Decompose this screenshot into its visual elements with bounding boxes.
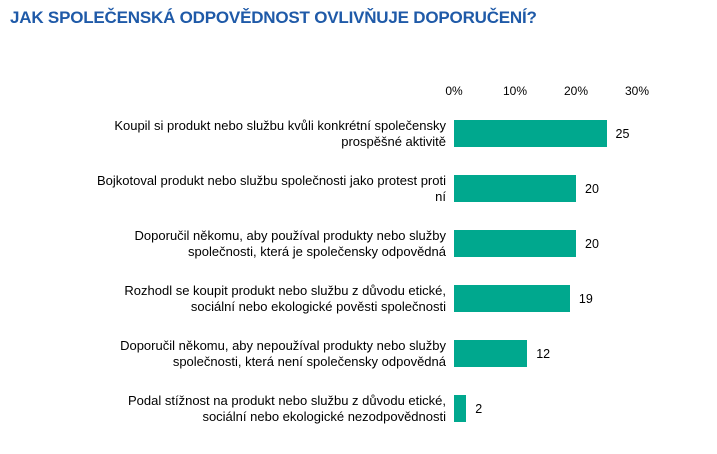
category-label-line: sociální nebo ekologické nezodpovědnosti [202, 408, 446, 424]
bar-track: 20 [446, 175, 717, 202]
category-label-line: Koupil si produkt nebo službu kvůli konk… [114, 117, 446, 133]
bar [454, 395, 467, 422]
value-label: 25 [615, 126, 630, 141]
bar [454, 340, 528, 367]
category-label-line: společnosti, která není společensky odpo… [172, 353, 446, 369]
bar [454, 285, 570, 312]
chart-row: Bojkotoval produkt nebo službu společnos… [0, 161, 717, 216]
axis-tick-label: 20% [563, 84, 589, 98]
category-label-line: Doporučil někomu, aby používal produkty … [134, 227, 446, 243]
bar-track: 12 [446, 340, 717, 367]
bar [454, 120, 607, 147]
chart-row: Rozhodl se koupit produkt nebo službu z … [0, 271, 717, 326]
category-label-line: společnosti, která je společensky odpově… [188, 243, 446, 259]
category-label-line: Rozhodl se koupit produkt nebo službu z … [124, 282, 446, 298]
value-label: 19 [578, 291, 593, 306]
category-label: Podal stížnost na produkt nebo službu z … [0, 393, 446, 425]
chart-row: Podal stížnost na produkt nebo službu z … [0, 381, 717, 436]
axis-tick-label: 30% [624, 84, 650, 98]
category-label-line: prospěšné aktivitě [341, 133, 446, 149]
chart-title: JAK SPOLEČENSKÁ ODPOVĚDNOST OVLIVŇUJE DO… [10, 8, 537, 27]
category-label-line: Podal stížnost na produkt nebo službu z … [128, 392, 446, 408]
chart-row: Doporučil někomu, aby nepoužíval produkt… [0, 326, 717, 381]
bar-track: 25 [446, 120, 717, 147]
category-label: Rozhodl se koupit produkt nebo službu z … [0, 283, 446, 315]
category-label: Bojkotoval produkt nebo službu společnos… [0, 173, 446, 205]
bar [454, 230, 576, 257]
category-label-line: sociální nebo ekologické pověsti společn… [190, 298, 446, 314]
category-label: Koupil si produkt nebo službu kvůli konk… [0, 118, 446, 150]
value-label: 20 [585, 236, 599, 251]
value-label: 12 [536, 346, 551, 361]
bar-track: 2 [446, 395, 717, 422]
bar-track: 20 [446, 230, 717, 257]
axis-tick-label: 0% [445, 84, 463, 98]
bar-track: 19 [446, 285, 717, 312]
chart-row: Koupil si produkt nebo službu kvůli konk… [0, 106, 717, 161]
category-label-line: Doporučil někomu, aby nepoužíval produkt… [120, 337, 446, 353]
chart-row: Doporučil někomu, aby používal produkty … [0, 216, 717, 271]
value-label: 2 [475, 401, 483, 416]
value-label: 20 [585, 181, 599, 196]
axis-tick-label: 10% [502, 84, 528, 98]
chart-rows: Koupil si produkt nebo službu kvůli konk… [0, 106, 717, 436]
bar [454, 175, 576, 202]
x-axis: 0% 10% 20% 30% [445, 84, 694, 98]
category-label: Doporučil někomu, aby používal produkty … [0, 228, 446, 260]
category-label-line: Bojkotoval produkt nebo službu společnos… [96, 172, 446, 188]
category-label: Doporučil někomu, aby nepoužíval produkt… [0, 338, 446, 370]
category-label-line: ní [435, 188, 446, 204]
